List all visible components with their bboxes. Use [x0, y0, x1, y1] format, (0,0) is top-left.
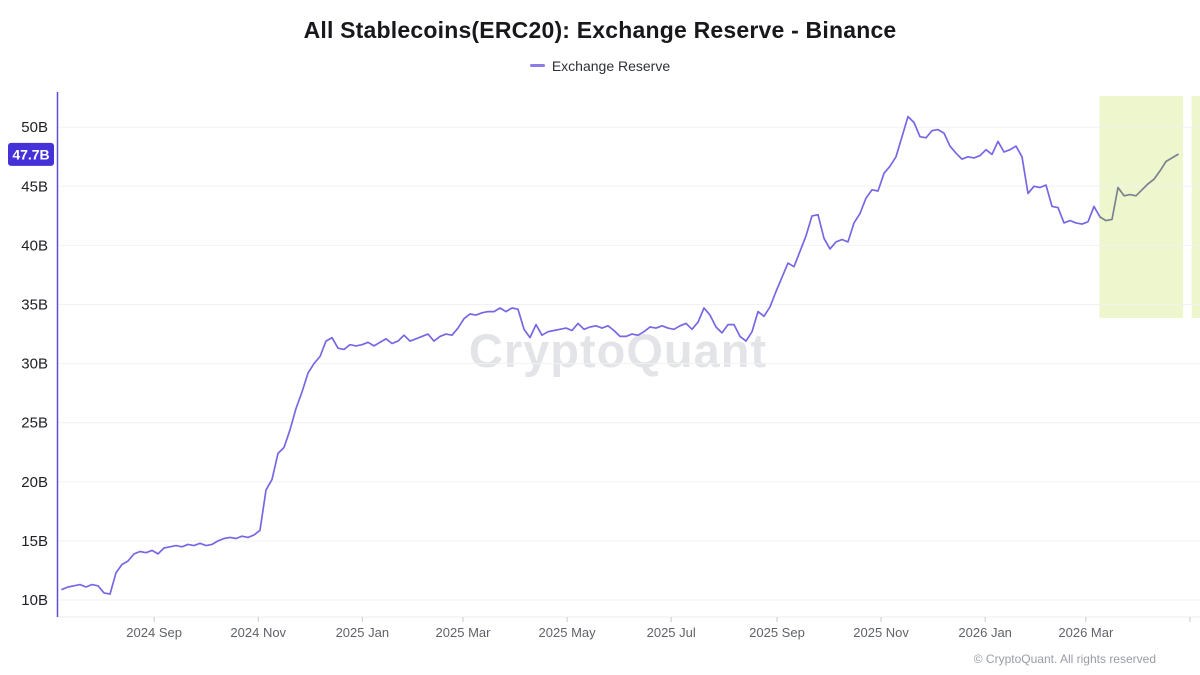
highlight-region	[1099, 96, 1184, 318]
y-tick-label: 30B	[21, 356, 48, 373]
x-tick-label: 2024 Nov	[230, 625, 286, 640]
legend[interactable]: Exchange Reserve	[0, 58, 1200, 74]
y-tick-label: 10B	[21, 592, 48, 609]
x-tick-label: 2026 Mar	[1058, 625, 1114, 640]
y-tick-label: 20B	[21, 474, 48, 491]
copyright-footer: © CryptoQuant. All rights reserved	[973, 652, 1156, 666]
y-tick-label: 25B	[21, 415, 48, 432]
legend-line-swatch	[529, 64, 545, 68]
series-line-highlighted	[1099, 153, 1179, 222]
x-tick-label: 2026 Jan	[958, 625, 1012, 640]
series-line	[61, 115, 1101, 595]
current-value-badge	[8, 142, 54, 166]
x-tick-label: 2025 Jul	[647, 625, 696, 640]
y-tick-label: 40B	[21, 237, 48, 254]
chart-title: All Stablecoins(ERC20): Exchange Reserve…	[303, 17, 897, 43]
highlight-region	[1191, 96, 1200, 318]
x-tick-label: 2025 May	[539, 625, 597, 640]
y-tick-label: 50B	[21, 119, 48, 136]
current-value-badge-label: 47.7B	[12, 146, 49, 162]
y-tick-label: 35B	[21, 297, 48, 314]
x-tick-label: 2025 Mar	[436, 625, 492, 640]
y-tick-label: 45B	[21, 178, 48, 195]
x-tick-label: 2024 Sep	[126, 625, 182, 640]
legend-label: Exchange Reserve	[551, 58, 671, 74]
x-tick-label: 2025 Nov	[853, 625, 909, 640]
x-tick-label: 2025 Sep	[749, 625, 805, 640]
x-tick-label: 2025 Jan	[336, 625, 390, 640]
y-tick-label: 15B	[21, 533, 48, 550]
